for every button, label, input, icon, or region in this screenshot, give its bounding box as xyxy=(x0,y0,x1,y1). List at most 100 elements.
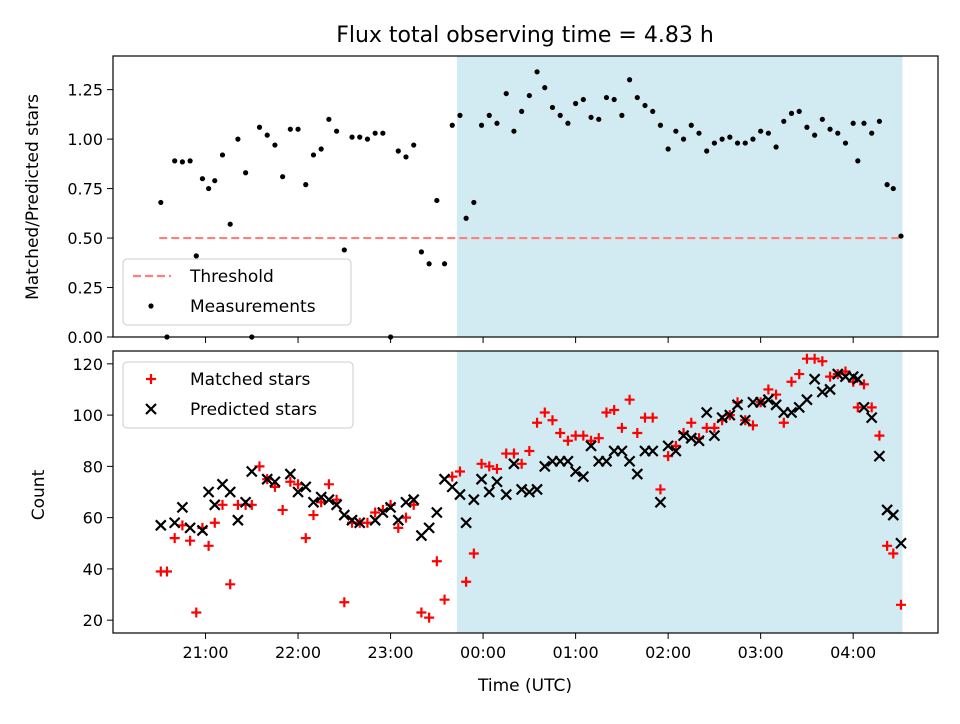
measurement-point xyxy=(158,199,164,206)
matched-star-point xyxy=(555,428,566,439)
x-tick-label: 01:00 xyxy=(553,643,599,662)
predicted-star-point xyxy=(785,406,798,419)
predicted-star-point xyxy=(538,460,551,473)
matched-star-point xyxy=(508,448,519,459)
measurement-point xyxy=(827,126,833,132)
chart-title: Flux total observing time = 4.83 h xyxy=(336,23,714,48)
matched-star-point xyxy=(578,430,589,441)
predicted-star-point xyxy=(315,491,327,503)
y-tick-label: 1.25 xyxy=(67,81,103,100)
matched-star-point xyxy=(185,535,196,546)
matched-star-point xyxy=(331,494,342,505)
legend-box xyxy=(122,361,354,429)
predicted-star-point xyxy=(754,396,767,409)
matched-star-point xyxy=(686,417,697,428)
predicted-star-point xyxy=(196,524,209,537)
predicted-star-point xyxy=(184,522,196,534)
measurement-point xyxy=(179,159,185,165)
measurement-point xyxy=(326,116,332,122)
matched-star-point xyxy=(416,607,427,618)
predicted-star-point xyxy=(654,496,667,509)
predicted-star-point xyxy=(873,450,886,462)
matched-star-point xyxy=(424,612,435,623)
y-tick-label: 40 xyxy=(83,560,103,579)
legend-predicted-symbol xyxy=(145,403,157,415)
measurement-point xyxy=(318,146,324,152)
predicted-star-point xyxy=(307,496,320,509)
matched-star-point xyxy=(655,484,666,495)
measurement-point xyxy=(349,134,355,140)
measurement-point xyxy=(264,132,270,138)
predicted-star-point xyxy=(700,406,713,419)
predicted-star-point xyxy=(468,493,480,506)
y-tick-label: 0.50 xyxy=(67,229,103,248)
legend-matched-symbol xyxy=(146,374,156,384)
measurement-point xyxy=(719,136,725,142)
measurement-point xyxy=(711,140,718,146)
predicted-star-point xyxy=(246,465,258,478)
predicted-star-point xyxy=(208,499,221,511)
predicted-star-point xyxy=(831,368,844,380)
matched-star-point xyxy=(866,402,877,413)
predicted-star-point xyxy=(269,475,281,488)
predicted-star-point xyxy=(261,473,273,485)
measurement-point xyxy=(673,128,679,134)
predicted-star-point xyxy=(816,386,829,398)
legend-box xyxy=(122,258,352,326)
legend-label: Matched stars xyxy=(190,370,310,390)
predicted-star-point xyxy=(168,516,181,529)
measurement-point xyxy=(280,174,286,180)
predicted-star-point xyxy=(392,514,405,526)
matched-star-point xyxy=(491,463,502,474)
measurement-point xyxy=(727,134,733,140)
matched-star-point xyxy=(339,597,350,608)
plot-frame xyxy=(112,55,939,338)
matched-star-point xyxy=(225,579,236,590)
predicted-star-point xyxy=(631,468,644,480)
measurement-point xyxy=(688,122,694,128)
y-tick-label: 100 xyxy=(72,406,103,425)
measurement-point xyxy=(426,261,432,267)
predicted-star-point xyxy=(475,473,488,485)
measurement-point xyxy=(657,122,664,128)
measurement-point xyxy=(542,85,548,91)
measurement-point xyxy=(742,140,748,146)
matched-star-point xyxy=(516,458,527,469)
x-tick-label: 04:00 xyxy=(830,643,876,662)
measurement-point xyxy=(850,120,856,126)
x-tick-label: 02:00 xyxy=(645,643,691,662)
matched-star-point xyxy=(601,407,612,418)
predicted-star-point xyxy=(431,506,443,519)
matched-star-point xyxy=(191,607,202,618)
measurement-point xyxy=(565,120,571,126)
measurement-point xyxy=(227,221,233,227)
predicted-star-point xyxy=(646,445,659,457)
matched-star-point xyxy=(161,566,172,577)
matched-star-point xyxy=(593,433,604,444)
predicted-star-point xyxy=(523,486,536,498)
measurement-point xyxy=(573,100,579,107)
matched-star-point xyxy=(408,499,419,510)
predicted-star-point xyxy=(338,509,351,521)
legend-label: Threshold xyxy=(189,267,274,287)
predicted-star-point xyxy=(677,429,690,442)
predicted-star-point xyxy=(423,522,435,534)
predicted-star-point xyxy=(585,440,597,452)
measurement-point xyxy=(333,128,340,134)
predicted-star-point xyxy=(708,429,721,442)
measurement-point xyxy=(341,247,347,253)
measurement-point xyxy=(272,142,278,148)
matched-star-point xyxy=(895,599,906,610)
top-plot: 0.00 0.25 0.50 0.75 1.00 1.25 Threshold Measure… xyxy=(67,55,939,347)
x-tick-label: 23:00 xyxy=(368,643,414,662)
predicted-star-point xyxy=(724,409,736,421)
measurement-point xyxy=(557,112,563,118)
predicted-star-point xyxy=(623,455,636,468)
measurement-point xyxy=(588,114,594,120)
measurement-point xyxy=(861,120,867,126)
predicted-star-point xyxy=(616,445,628,457)
matched-star-point xyxy=(609,404,620,415)
measurement-point xyxy=(704,148,710,154)
predicted-star-point xyxy=(224,486,236,498)
